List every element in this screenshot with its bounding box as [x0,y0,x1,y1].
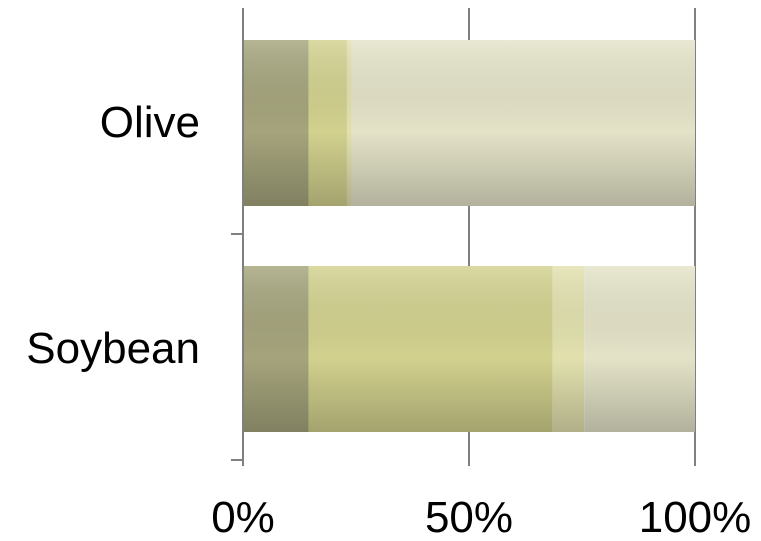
bar-shading [552,266,585,432]
bar-olive-segment-2 [308,40,347,206]
bar-soybean-segment-4 [584,266,695,432]
bar-shading [351,40,695,206]
bars [243,40,695,432]
labels: Olive Soybean 0% 50% 100% [26,98,751,541]
x-tick-label-1: 50% [425,493,513,541]
x-tick-label-0: 0% [211,493,275,541]
bar-olive-segment-4 [351,40,695,206]
bar-soybean-segment-3 [552,266,585,432]
axes [231,8,696,466]
category-label-soybean: Soybean [26,324,200,373]
bar-shading [308,40,347,206]
category-label-olive: Olive [100,98,200,147]
bar-olive-segment-3 [346,40,352,206]
x-tick-label-2: 100% [639,493,752,541]
bar-soybean-segment-2 [308,266,553,432]
bar-olive-segment-1 [243,40,309,206]
bar-shading [346,40,352,206]
bar-soybean-segment-1 [243,266,309,432]
bar-shading [243,266,309,432]
bar-shading [243,40,309,206]
bar-shading [308,266,553,432]
bar-shading [584,266,695,432]
